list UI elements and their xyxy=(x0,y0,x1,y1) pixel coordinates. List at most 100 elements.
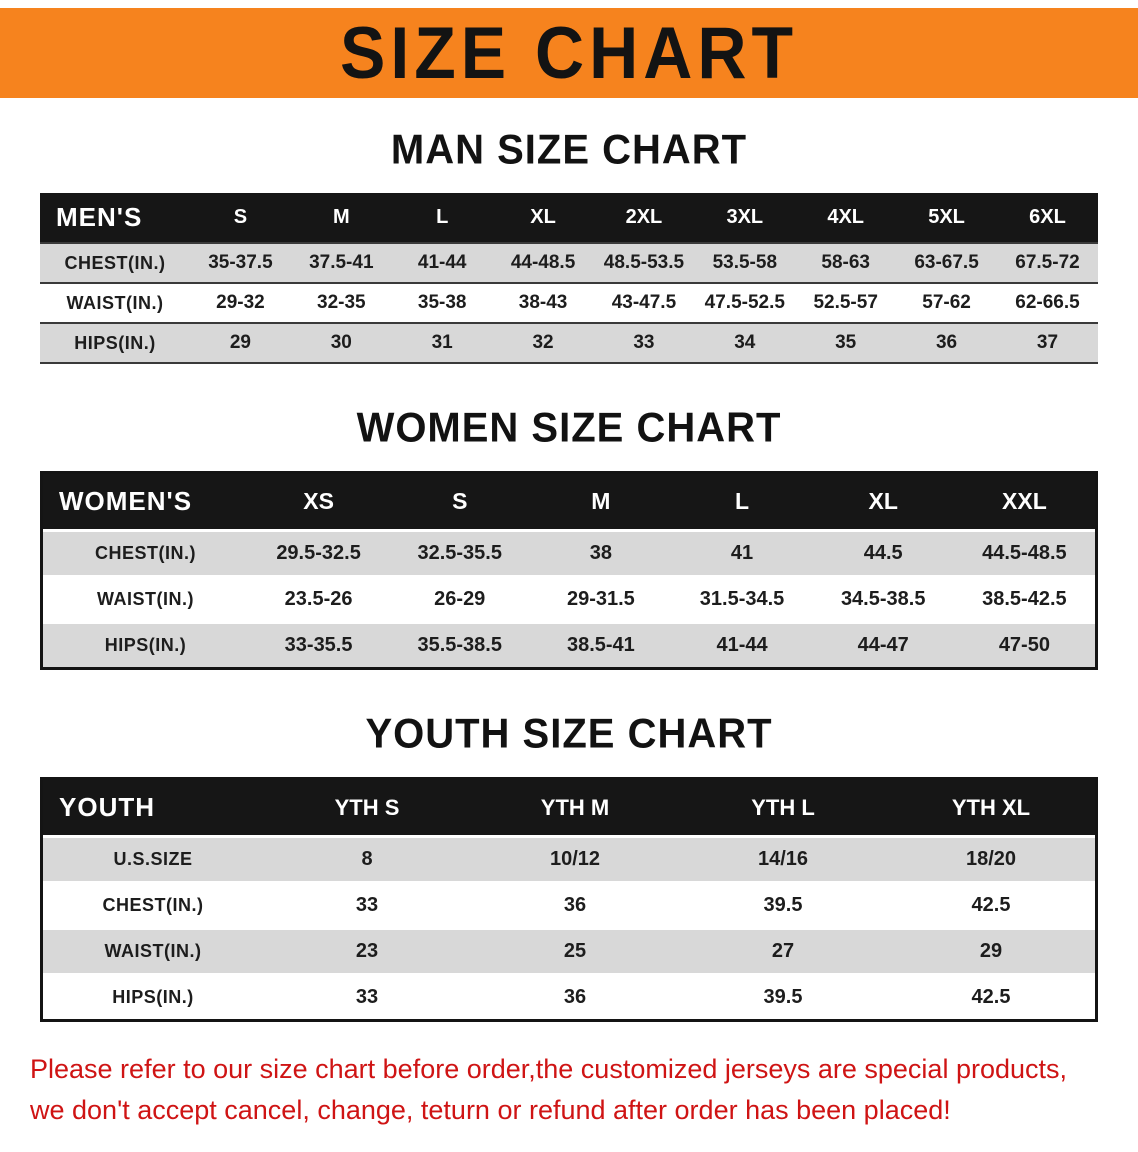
size-column-header: S xyxy=(190,193,291,244)
measurement-value: 44.5-48.5 xyxy=(953,530,1095,578)
measurement-row-label: CHEST(IN.) xyxy=(43,882,263,930)
measurement-value: 23.5-26 xyxy=(248,576,390,624)
size-column-header: YTH XL xyxy=(887,780,1095,838)
measurement-value: 31 xyxy=(391,323,493,364)
measurement-value: 23 xyxy=(263,928,471,976)
measurement-value: 39.5 xyxy=(679,882,887,930)
size-column-header: XL xyxy=(812,474,954,532)
measurement-value: 37 xyxy=(997,323,1098,364)
measurement-value: 29-31.5 xyxy=(530,576,672,624)
measurement-value: 30 xyxy=(290,323,392,364)
disclaimer: Please refer to our size chart before or… xyxy=(0,1050,1138,1152)
measurement-row: CHEST(IN.) 33 36 39.5 42.5 xyxy=(43,882,1095,930)
men-size-table-wrap: MEN'S S M L XL 2XL 3XL 4XL 5XL 6XL CHEST(IN.) 35-37… xyxy=(40,193,1098,364)
size-header-row: MEN'S S M L XL 2XL 3XL 4XL 5XL 6XL xyxy=(40,193,1098,244)
size-column-header: M xyxy=(290,193,392,244)
measurement-value: 33 xyxy=(593,323,695,364)
men-size-table: MEN'S S M L XL 2XL 3XL 4XL 5XL 6XL CHEST(IN.) 35-37… xyxy=(40,193,1098,364)
measurement-row: HIPS(IN.) 33 36 39.5 42.5 xyxy=(43,974,1095,1019)
size-header-row: YOUTH YTH S YTH M YTH L YTH XL xyxy=(43,780,1095,838)
youth-size-section: YOUTH SIZE CHART YOUTH YTH S YTH M YTH L YTH… xyxy=(0,710,1138,1022)
measurement-value: 29 xyxy=(190,323,291,364)
measurement-value: 38.5-41 xyxy=(530,622,672,667)
measurement-value: 33 xyxy=(263,974,471,1019)
measurement-value: 47-50 xyxy=(953,622,1095,667)
measurement-value: 31.5-34.5 xyxy=(671,576,813,624)
measurement-value: 57-62 xyxy=(896,283,997,324)
measurement-value: 32-35 xyxy=(290,283,392,324)
measurement-row-label: WAIST(IN.) xyxy=(40,283,190,324)
measurement-value: 43-47.5 xyxy=(593,283,695,324)
measurement-value: 33 xyxy=(263,882,471,930)
measurement-value: 35-38 xyxy=(391,283,493,324)
measurement-value: 36 xyxy=(471,882,679,930)
measurement-row: HIPS(IN.) 33-35.5 35.5-38.5 38.5-41 41-44 44-… xyxy=(43,622,1095,667)
measurement-value: 36 xyxy=(471,974,679,1019)
measurement-value: 27 xyxy=(679,928,887,976)
size-column-header: L xyxy=(391,193,493,244)
measurement-row-label: CHEST(IN.) xyxy=(43,530,248,578)
measurement-row: WAIST(IN.) 23 25 27 29 xyxy=(43,928,1095,976)
table-corner-label: MEN'S xyxy=(40,193,190,244)
measurement-value: 44-47 xyxy=(812,622,954,667)
measurement-value: 29-32 xyxy=(190,283,291,324)
measurement-row-label: CHEST(IN.) xyxy=(40,243,190,284)
banner-title: SIZE CHART xyxy=(340,11,798,95)
measurement-row: WAIST(IN.) 29-32 32-35 35-38 38-43 43-47.5 47.… xyxy=(40,283,1098,324)
measurement-value: 52.5-57 xyxy=(795,283,897,324)
women-size-table-wrap: WOMEN'S XS S M L XL XXL CHEST(IN.) 29.5-32.5 32.5… xyxy=(40,471,1098,670)
measurement-row-label: U.S.SIZE xyxy=(43,836,263,884)
size-column-header: YTH S xyxy=(263,780,471,838)
measurement-row: CHEST(IN.) 35-37.5 37.5-41 41-44 44-48.5 48.5… xyxy=(40,243,1098,284)
measurement-value: 29 xyxy=(887,928,1095,976)
women-size-section: WOMEN SIZE CHART WOMEN'S XS S M L XL XXL CHEST(… xyxy=(0,405,1138,670)
measurement-value: 29.5-32.5 xyxy=(248,530,390,578)
measurement-value: 18/20 xyxy=(887,836,1095,884)
measurement-value: 33-35.5 xyxy=(248,622,390,667)
measurement-value: 41-44 xyxy=(671,622,813,667)
measurement-row-label: WAIST(IN.) xyxy=(43,576,248,624)
women-size-table: WOMEN'S XS S M L XL XXL CHEST(IN.) 29.5-32.5 32.5… xyxy=(43,474,1095,667)
measurement-value: 35-37.5 xyxy=(190,243,291,284)
measurement-row: HIPS(IN.) 29 30 31 32 33 34 35 36 37 xyxy=(40,323,1098,364)
disclaimer-line-1: Please refer to our size chart before or… xyxy=(30,1054,1068,1084)
measurement-value: 53.5-58 xyxy=(694,243,796,284)
measurement-value: 47.5-52.5 xyxy=(694,283,796,324)
measurement-value: 32 xyxy=(492,323,594,364)
measurement-value: 26-29 xyxy=(389,576,531,624)
measurement-value: 32.5-35.5 xyxy=(389,530,531,578)
size-column-header: XS xyxy=(248,474,390,532)
youth-section-heading: YOUTH SIZE CHART xyxy=(365,710,773,758)
size-column-header: YTH L xyxy=(679,780,887,838)
table-corner-label: WOMEN'S xyxy=(43,474,248,532)
measurement-value: 8 xyxy=(263,836,471,884)
measurement-row: U.S.SIZE 8 10/12 14/16 18/20 xyxy=(43,836,1095,884)
measurement-value: 41 xyxy=(671,530,813,578)
size-column-header: XXL xyxy=(953,474,1095,532)
measurement-value: 63-67.5 xyxy=(896,243,997,284)
measurement-value: 35.5-38.5 xyxy=(389,622,531,667)
measurement-value: 44-48.5 xyxy=(492,243,594,284)
measurement-value: 62-66.5 xyxy=(997,283,1098,324)
measurement-value: 67.5-72 xyxy=(997,243,1098,284)
measurement-value: 42.5 xyxy=(887,882,1095,930)
measurement-value: 42.5 xyxy=(887,974,1095,1019)
measurement-value: 36 xyxy=(896,323,997,364)
measurement-value: 34.5-38.5 xyxy=(812,576,954,624)
size-column-header: XL xyxy=(492,193,594,244)
size-column-header: YTH M xyxy=(471,780,679,838)
measurement-value: 44.5 xyxy=(812,530,954,578)
youth-size-table: YOUTH YTH S YTH M YTH L YTH XL U.S.SIZE 8 10/12… xyxy=(43,780,1095,1019)
size-column-header: 6XL xyxy=(997,193,1098,244)
size-header-row: WOMEN'S XS S M L XL XXL xyxy=(43,474,1095,532)
size-column-header: 4XL xyxy=(795,193,897,244)
measurement-row-label: HIPS(IN.) xyxy=(43,974,263,1019)
youth-size-table-wrap: YOUTH YTH S YTH M YTH L YTH XL U.S.SIZE 8 10/12… xyxy=(40,777,1098,1022)
measurement-value: 38.5-42.5 xyxy=(953,576,1095,624)
measurement-value: 48.5-53.5 xyxy=(593,243,695,284)
size-column-header: S xyxy=(389,474,531,532)
men-size-section: MAN SIZE CHART MEN'S S M L XL 2XL 3XL 4XL 5XL 6XL… xyxy=(0,127,1138,364)
size-column-header: 2XL xyxy=(593,193,695,244)
measurement-value: 41-44 xyxy=(391,243,493,284)
